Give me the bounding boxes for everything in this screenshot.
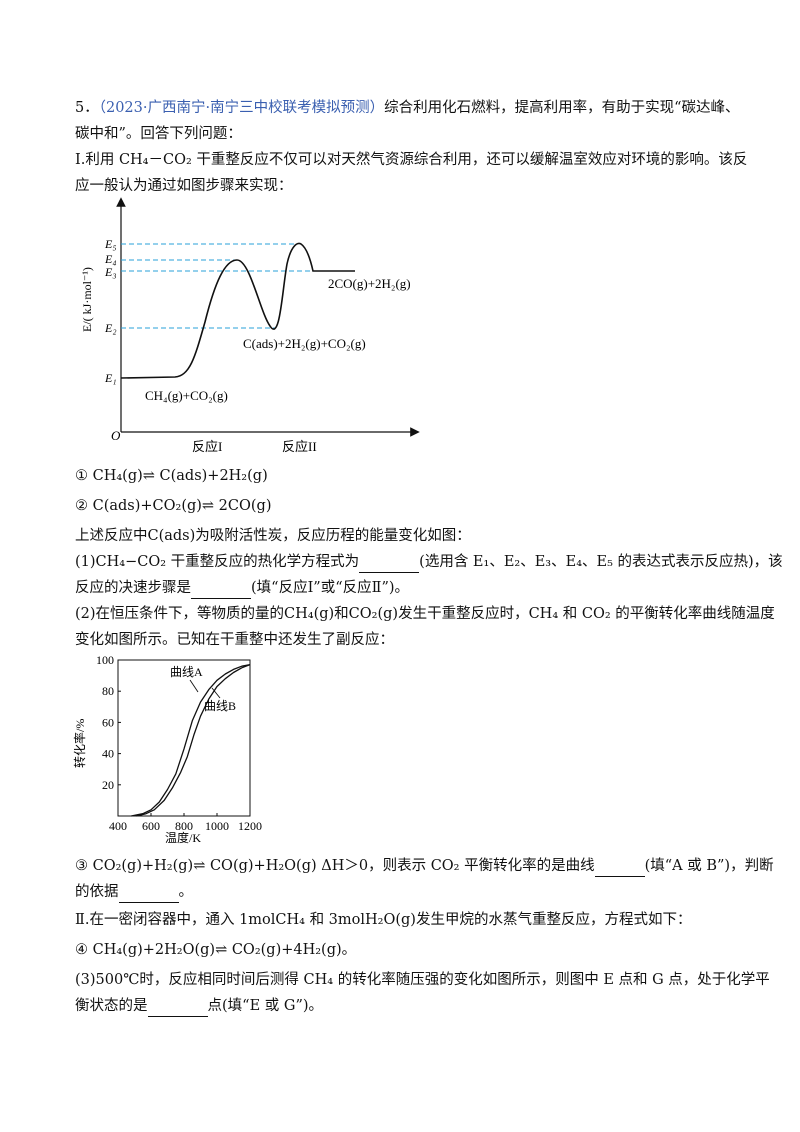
level-e3: E₃ — [104, 265, 117, 279]
y-tick-label: 20 — [102, 778, 114, 792]
chart-xlabel: 温度/K — [165, 830, 201, 845]
y-tick-label: 80 — [102, 684, 114, 698]
q1-answer-blank-2[interactable] — [191, 578, 251, 599]
series-leader-b — [211, 687, 221, 699]
equation-1: ① CH₄(g)⇌ C(ads)+2H₂(g) — [75, 468, 268, 484]
ads-note: 上述反应中C(ads)为吸附活性炭，反应历程的能量变化如图： — [75, 528, 471, 544]
q3-text-c: 点(填“E 或 G”)。 — [207, 998, 324, 1014]
q1-text-b: (选用含 E₁、E₂、E₃、E₄、E₅ 的表达式表示反应热)，该 — [419, 554, 783, 570]
equation-4: ④ CH₄(g)+2H₂O(g)⇌ CO₂(g)+4H₂(g)。 — [75, 942, 357, 958]
question-number: 5． — [75, 100, 99, 116]
intro-text-1: 综合利用化石燃料，提高利用率，有助于实现“碳达峰、 — [384, 100, 740, 116]
equation-3-line-1: ③ CO₂(g)+H₂(g)⇌ CO(g)+H₂O(g) ΔH＞0，则表示 CO… — [75, 856, 774, 877]
question-3-line-1: (3)500℃时，反应相同时间后测得 CH₄ 的转化率随压强的变化如图所示，则图… — [75, 972, 770, 988]
y-tick-label: 40 — [102, 747, 114, 761]
level-e2: E₂ — [104, 321, 117, 335]
species-product: 2CO(g)+2H₂(g) — [328, 276, 411, 291]
equation-3-line-2: 的依据 。 — [75, 882, 193, 903]
energy-origin: O — [111, 428, 121, 443]
x-label-reaction-2: 反应II — [282, 439, 317, 454]
q2-answer-blank-1[interactable] — [594, 856, 645, 877]
series-label-b: 曲线B — [204, 699, 236, 713]
part2-text: Ⅱ.在一密闭容器中，通入 1molCH₄ 和 3molH₂O(g)发生甲烷的水蒸… — [75, 912, 692, 928]
eq3-text-b: (填“A 或 B”)，判断 — [644, 858, 774, 874]
y-tick-label: 60 — [102, 715, 114, 729]
part1-text-2: 应一般认为通过如图步骤来实现： — [75, 178, 293, 194]
level-e4: E₄ — [104, 252, 117, 266]
equation-2: ② C(ads)+CO₂(g)⇌ 2CO(g) — [75, 498, 272, 514]
energy-profile-curve — [120, 242, 355, 379]
y-tick-label: 100 — [96, 653, 114, 667]
eq3-text-a: ③ CO₂(g)+H₂(g)⇌ CO(g)+H₂O(g) ΔH＞0，则表示 CO… — [75, 858, 595, 874]
eq3-text-d: 。 — [178, 884, 194, 900]
series-line-b — [136, 664, 251, 817]
part1-text-1: Ⅰ.利用 CH₄－CO₂ 干重整反应不仅可以对天然气资源综合利用，还可以缓解温室… — [75, 152, 748, 168]
x-tick-label: 400 — [109, 819, 127, 833]
question-1-line-2: 反应的决速步骤是 (填“反应Ⅰ”或“反应Ⅱ”)。 — [75, 578, 409, 599]
species-intermediate: C(ads)+2H₂(g)+CO₂(g) — [243, 336, 366, 351]
x-tick-label: 800 — [175, 819, 193, 833]
x-tick-label: 1000 — [205, 819, 229, 833]
series-leader-a — [189, 679, 199, 693]
species-reactant: CH₄(g)+CO₂(g) — [145, 388, 228, 403]
intro-text-2: 碳中和”。回答下列问题： — [75, 126, 242, 142]
q1-text-c: 反应的决速步骤是 — [75, 580, 191, 596]
chart-ylabel: 转化率/% — [72, 719, 87, 768]
q3-answer-blank[interactable] — [147, 996, 208, 1017]
question-1-line-1: (1)CH₄−CO₂ 干重整反应的热化学方程式为 (选用含 E₁、E₂、E₃、E… — [75, 552, 783, 573]
question-3-line-2: 衡状态的是 点(填“E 或 G”)。 — [75, 996, 323, 1017]
question-2-line-1: (2)在恒压条件下，等物质的量的CH₄(g)和CO₂(g)发生干重整反应时，CH… — [75, 606, 775, 622]
level-e1: E₁ — [104, 371, 117, 385]
q1-text-a: (1)CH₄−CO₂ 干重整反应的热化学方程式为 — [75, 554, 360, 570]
question-source[interactable]: （2023·广西南宁·南宁三中校联考模拟预测） — [98, 100, 385, 116]
series-line-a — [131, 664, 251, 817]
chart-frame — [117, 659, 251, 817]
level-e5: E₅ — [104, 237, 117, 251]
x-label-reaction-1: 反应I — [192, 439, 222, 454]
q1-text-d: (填“反应Ⅰ”或“反应Ⅱ”)。 — [251, 580, 410, 596]
energy-ylabel: E/( kJ·mol⁻¹) — [80, 267, 94, 332]
q3-text-b: 衡状态的是 — [75, 998, 148, 1014]
conversion-chart: 转化率/% 温度/K 400 600 800 1000 1200 20 40 60 80 100 曲… — [72, 653, 262, 845]
question-intro: 5．（2023·广西南宁·南宁三中校联考模拟预测）综合利用化石燃料，提高利用率，… — [75, 98, 740, 118]
q2-answer-blank-2[interactable] — [118, 882, 179, 903]
eq3-text-c: 的依据 — [75, 884, 119, 900]
energy-diagram: O E/( kJ·mol⁻¹) E₅ E₄ E₃ E₂ E₁ 2CO(g)+2H… — [80, 197, 420, 454]
x-tick-label: 1200 — [238, 819, 262, 833]
x-tick-label: 600 — [142, 819, 160, 833]
question-2-line-2: 变化如图所示。已知在干重整中还发生了副反应： — [75, 632, 394, 648]
series-label-a: 曲线A — [170, 665, 203, 679]
q1-answer-blank-1[interactable] — [359, 552, 420, 573]
